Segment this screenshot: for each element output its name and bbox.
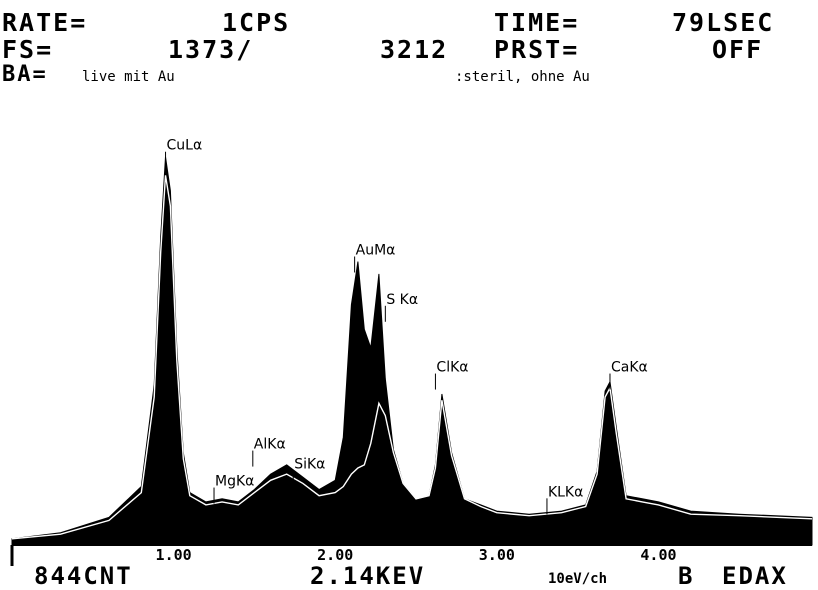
spectrum-marks: 1.00 2.00 3.00 4.00 CuLα MgKα AlKα SiKα AuMα S Kα… [10,138,813,566]
x-tick-label: 4.00 [640,546,676,564]
fs-label: FS= [2,35,54,64]
x-tick-label: 2.00 [317,546,353,564]
rate-label: RATE= [2,8,88,37]
peak-label: AuMα [356,242,396,258]
resolution-readout: 10eV/ch [548,571,608,587]
prst-label: PRST= [494,35,580,64]
fs-total: 3212 [380,35,449,64]
spectrum-live-area [11,156,813,546]
cursor-energy-readout: 2.14KEV [310,562,426,590]
x-tick-label: 1.00 [156,546,192,564]
prst-value: OFF [712,35,764,64]
ba-note: live mit Au [82,69,175,85]
peak-label: AlKα [254,437,286,453]
peak-label: ClKα [436,360,468,376]
spectrum-overlay-line [11,175,813,540]
counts-readout: 844CNT [34,562,133,590]
brand-label: EDAX [722,562,788,590]
peak-label: CuLα [167,138,203,154]
fs-value: 1373/ [168,35,254,64]
ba-label: BA= [2,62,48,87]
peak-label: KLKα [548,484,583,500]
peak-label: SiKα [294,457,325,473]
peak-label: CaKα [611,360,648,376]
peak-label: MgKα [215,474,254,490]
overlay-note: :steril, ohne Au [455,69,590,85]
rate-value: 1CPS [222,8,291,37]
channel-label: B [678,562,695,590]
time-label: TIME= [494,8,580,37]
peak-label: S Kα [386,292,418,308]
time-value: 79LSEC [672,8,775,37]
x-tick-label: 3.00 [479,546,515,564]
